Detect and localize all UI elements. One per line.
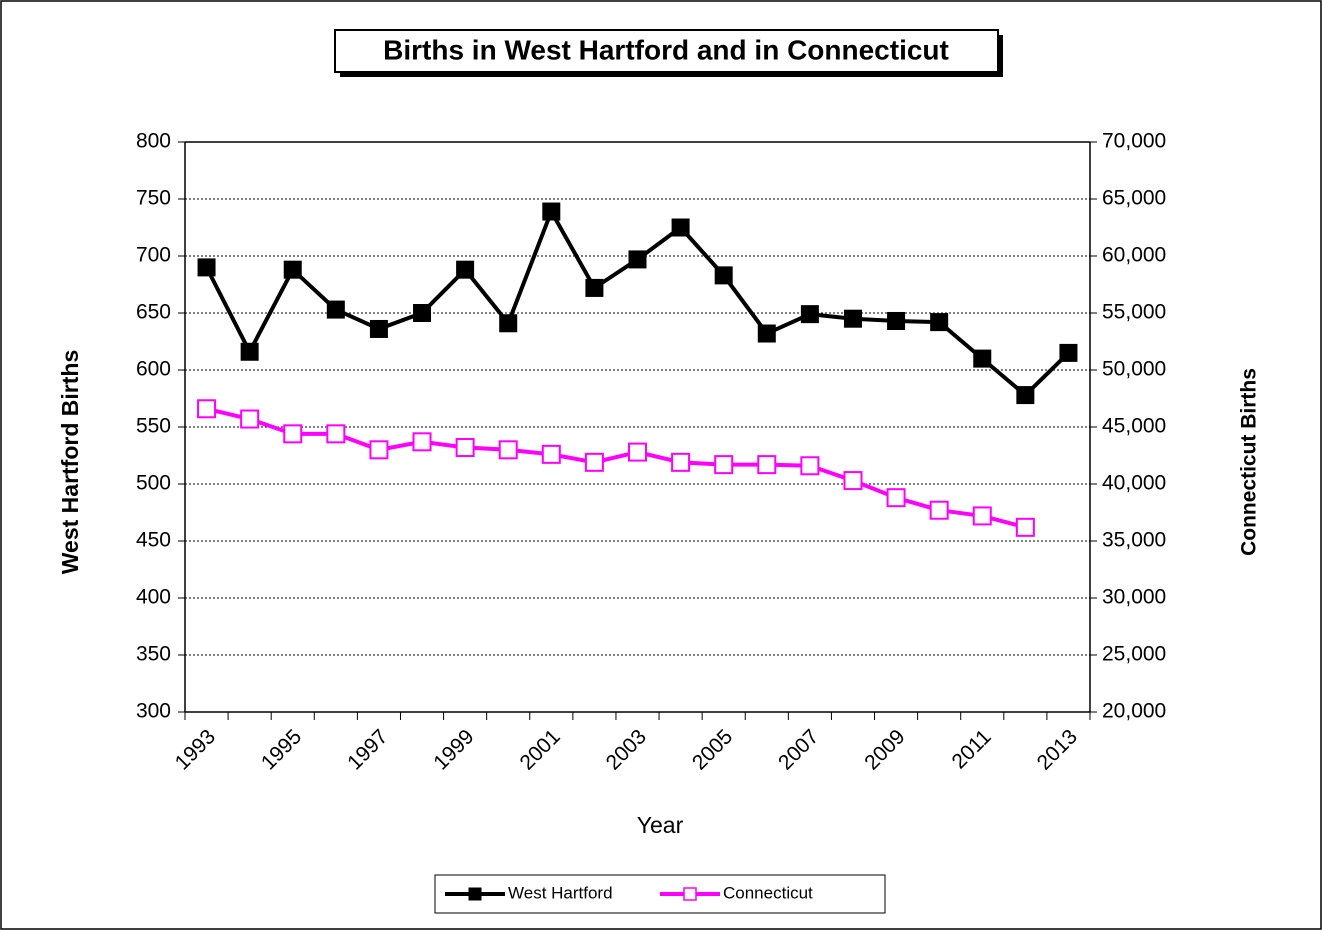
y-tick-label: 750	[136, 187, 171, 210]
marker	[498, 440, 518, 460]
marker	[541, 444, 561, 464]
marker	[930, 313, 949, 332]
marker	[585, 278, 604, 297]
marker	[800, 305, 819, 324]
marker	[283, 260, 302, 279]
y2-tick-label: 30,000	[1102, 586, 1166, 609]
marker	[542, 202, 561, 221]
marker	[671, 218, 690, 237]
marker	[412, 432, 432, 452]
marker	[584, 452, 604, 472]
marker	[197, 399, 217, 419]
y-tick-label: 500	[136, 472, 171, 495]
y-tick-label: 350	[136, 643, 171, 666]
chart-title: Births in West Hartford and in Connectic…	[383, 34, 949, 65]
y2-tick-label: 40,000	[1102, 472, 1166, 495]
y2-tick-label: 60,000	[1102, 244, 1166, 267]
marker	[671, 452, 691, 472]
marker	[929, 500, 949, 520]
marker	[714, 455, 734, 475]
marker	[499, 314, 518, 333]
marker	[197, 258, 216, 277]
marker	[369, 319, 388, 338]
y2-tick-label: 20,000	[1102, 700, 1166, 723]
y-tick-label: 400	[136, 586, 171, 609]
y-tick-label: 550	[136, 415, 171, 438]
y2-tick-label: 45,000	[1102, 415, 1166, 438]
marker	[973, 349, 992, 368]
marker	[413, 304, 432, 322]
title-box	[334, 29, 999, 73]
marker	[628, 250, 647, 269]
marker	[1059, 343, 1078, 362]
y-tick-label: 300	[136, 700, 171, 723]
marker	[1016, 386, 1035, 405]
y-tick-label: 700	[136, 244, 171, 267]
legend-marker	[468, 887, 482, 901]
y2-tick-label: 50,000	[1102, 358, 1166, 381]
marker	[240, 409, 260, 429]
marker	[800, 456, 820, 476]
y2-tick-label: 35,000	[1102, 529, 1166, 552]
marker	[757, 455, 777, 475]
marker	[326, 424, 346, 444]
marker	[843, 309, 862, 328]
marker	[1015, 517, 1035, 537]
marker	[972, 506, 992, 526]
y-tick-label: 800	[136, 130, 171, 153]
marker	[455, 438, 475, 458]
y2-axis-label: Connecticut Births	[1238, 368, 1261, 556]
legend-label: Connecticut	[723, 883, 813, 902]
y-tick-label: 450	[136, 529, 171, 552]
y-tick-label: 600	[136, 358, 171, 381]
y2-tick-label: 70,000	[1102, 130, 1166, 153]
marker	[369, 440, 389, 460]
y-tick-label: 650	[136, 301, 171, 324]
legend-label: West Hartford	[508, 883, 613, 902]
marker	[628, 442, 647, 462]
marker	[843, 471, 863, 491]
y2-tick-label: 65,000	[1102, 187, 1166, 210]
y2-tick-label: 55,000	[1102, 301, 1166, 324]
x-axis-label: Year	[637, 812, 684, 838]
marker	[714, 266, 733, 285]
marker	[887, 311, 906, 330]
marker	[240, 342, 259, 361]
marker	[283, 424, 303, 444]
marker	[326, 300, 345, 319]
y2-tick-label: 25,000	[1102, 643, 1166, 666]
legend-marker	[683, 887, 697, 901]
marker	[757, 324, 776, 343]
marker	[456, 260, 475, 279]
marker	[886, 488, 906, 508]
y-axis-label: West Hartford Births	[57, 350, 83, 575]
